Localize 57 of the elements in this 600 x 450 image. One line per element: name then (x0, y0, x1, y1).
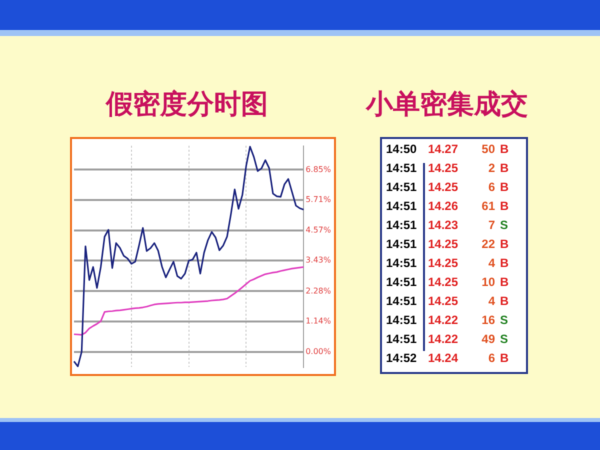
text: 2 (488, 161, 495, 175)
text: 14.22 (428, 332, 458, 346)
text: B (500, 351, 509, 365)
text: 14.25 (428, 237, 458, 251)
text: 7 (488, 218, 495, 232)
text: 16 (482, 313, 495, 327)
text: 小单密集成交 (366, 88, 528, 122)
text: 14:51 (386, 256, 417, 270)
text: B (500, 142, 509, 156)
y-tick-label: 6.85% (306, 164, 332, 174)
text: 14:51 (386, 237, 417, 251)
text: 14.22 (428, 313, 458, 327)
text: 10 (482, 275, 495, 289)
text: 4 (488, 294, 495, 308)
text: B (500, 161, 509, 175)
text: 61 (482, 199, 495, 213)
text: 4 (488, 256, 495, 270)
text: 14.25 (428, 275, 458, 289)
text: 14.27 (428, 142, 458, 156)
text: B (500, 256, 509, 270)
text: 14:52 (386, 351, 417, 365)
text: 14:51 (386, 313, 417, 327)
y-tick-label: 3.43% (306, 256, 332, 265)
text: 14:51 (386, 294, 417, 308)
text: B (500, 294, 509, 308)
text: 14:51 (386, 218, 417, 232)
text: 22 (482, 237, 495, 251)
y-tick-label: 5.71% (306, 195, 332, 204)
text: 14:51 (386, 275, 417, 289)
y-tick-label: 2.28% (306, 286, 332, 296)
text: S (500, 218, 508, 232)
text: B (500, 199, 509, 213)
text: 49 (482, 332, 495, 346)
text: 14.25 (428, 180, 458, 194)
y-tick-label: 0.00% (306, 346, 332, 356)
text: B (500, 180, 509, 194)
text: S (500, 313, 508, 327)
text: 14.23 (428, 218, 458, 232)
text: 14:51 (386, 180, 417, 194)
y-tick-label: 4.57% (306, 225, 332, 234)
text: 50 (482, 142, 495, 156)
text: 14:51 (386, 332, 417, 346)
text: S (500, 332, 508, 346)
text: B (500, 275, 509, 289)
chart-title: 假密度分时图 (106, 88, 268, 122)
text: 6 (488, 180, 495, 194)
text: 14.26 (428, 199, 458, 213)
text: 14.25 (428, 256, 458, 270)
text: 14:51 (386, 199, 417, 213)
y-tick-label: 1.14% (306, 316, 332, 326)
text: B (500, 237, 509, 251)
text: 14.25 (428, 294, 458, 308)
text: 14.24 (428, 351, 458, 365)
text: 6 (488, 351, 495, 365)
text: 14.25 (428, 161, 458, 175)
text: 14:51 (386, 161, 417, 175)
text: 14:50 (386, 142, 417, 156)
